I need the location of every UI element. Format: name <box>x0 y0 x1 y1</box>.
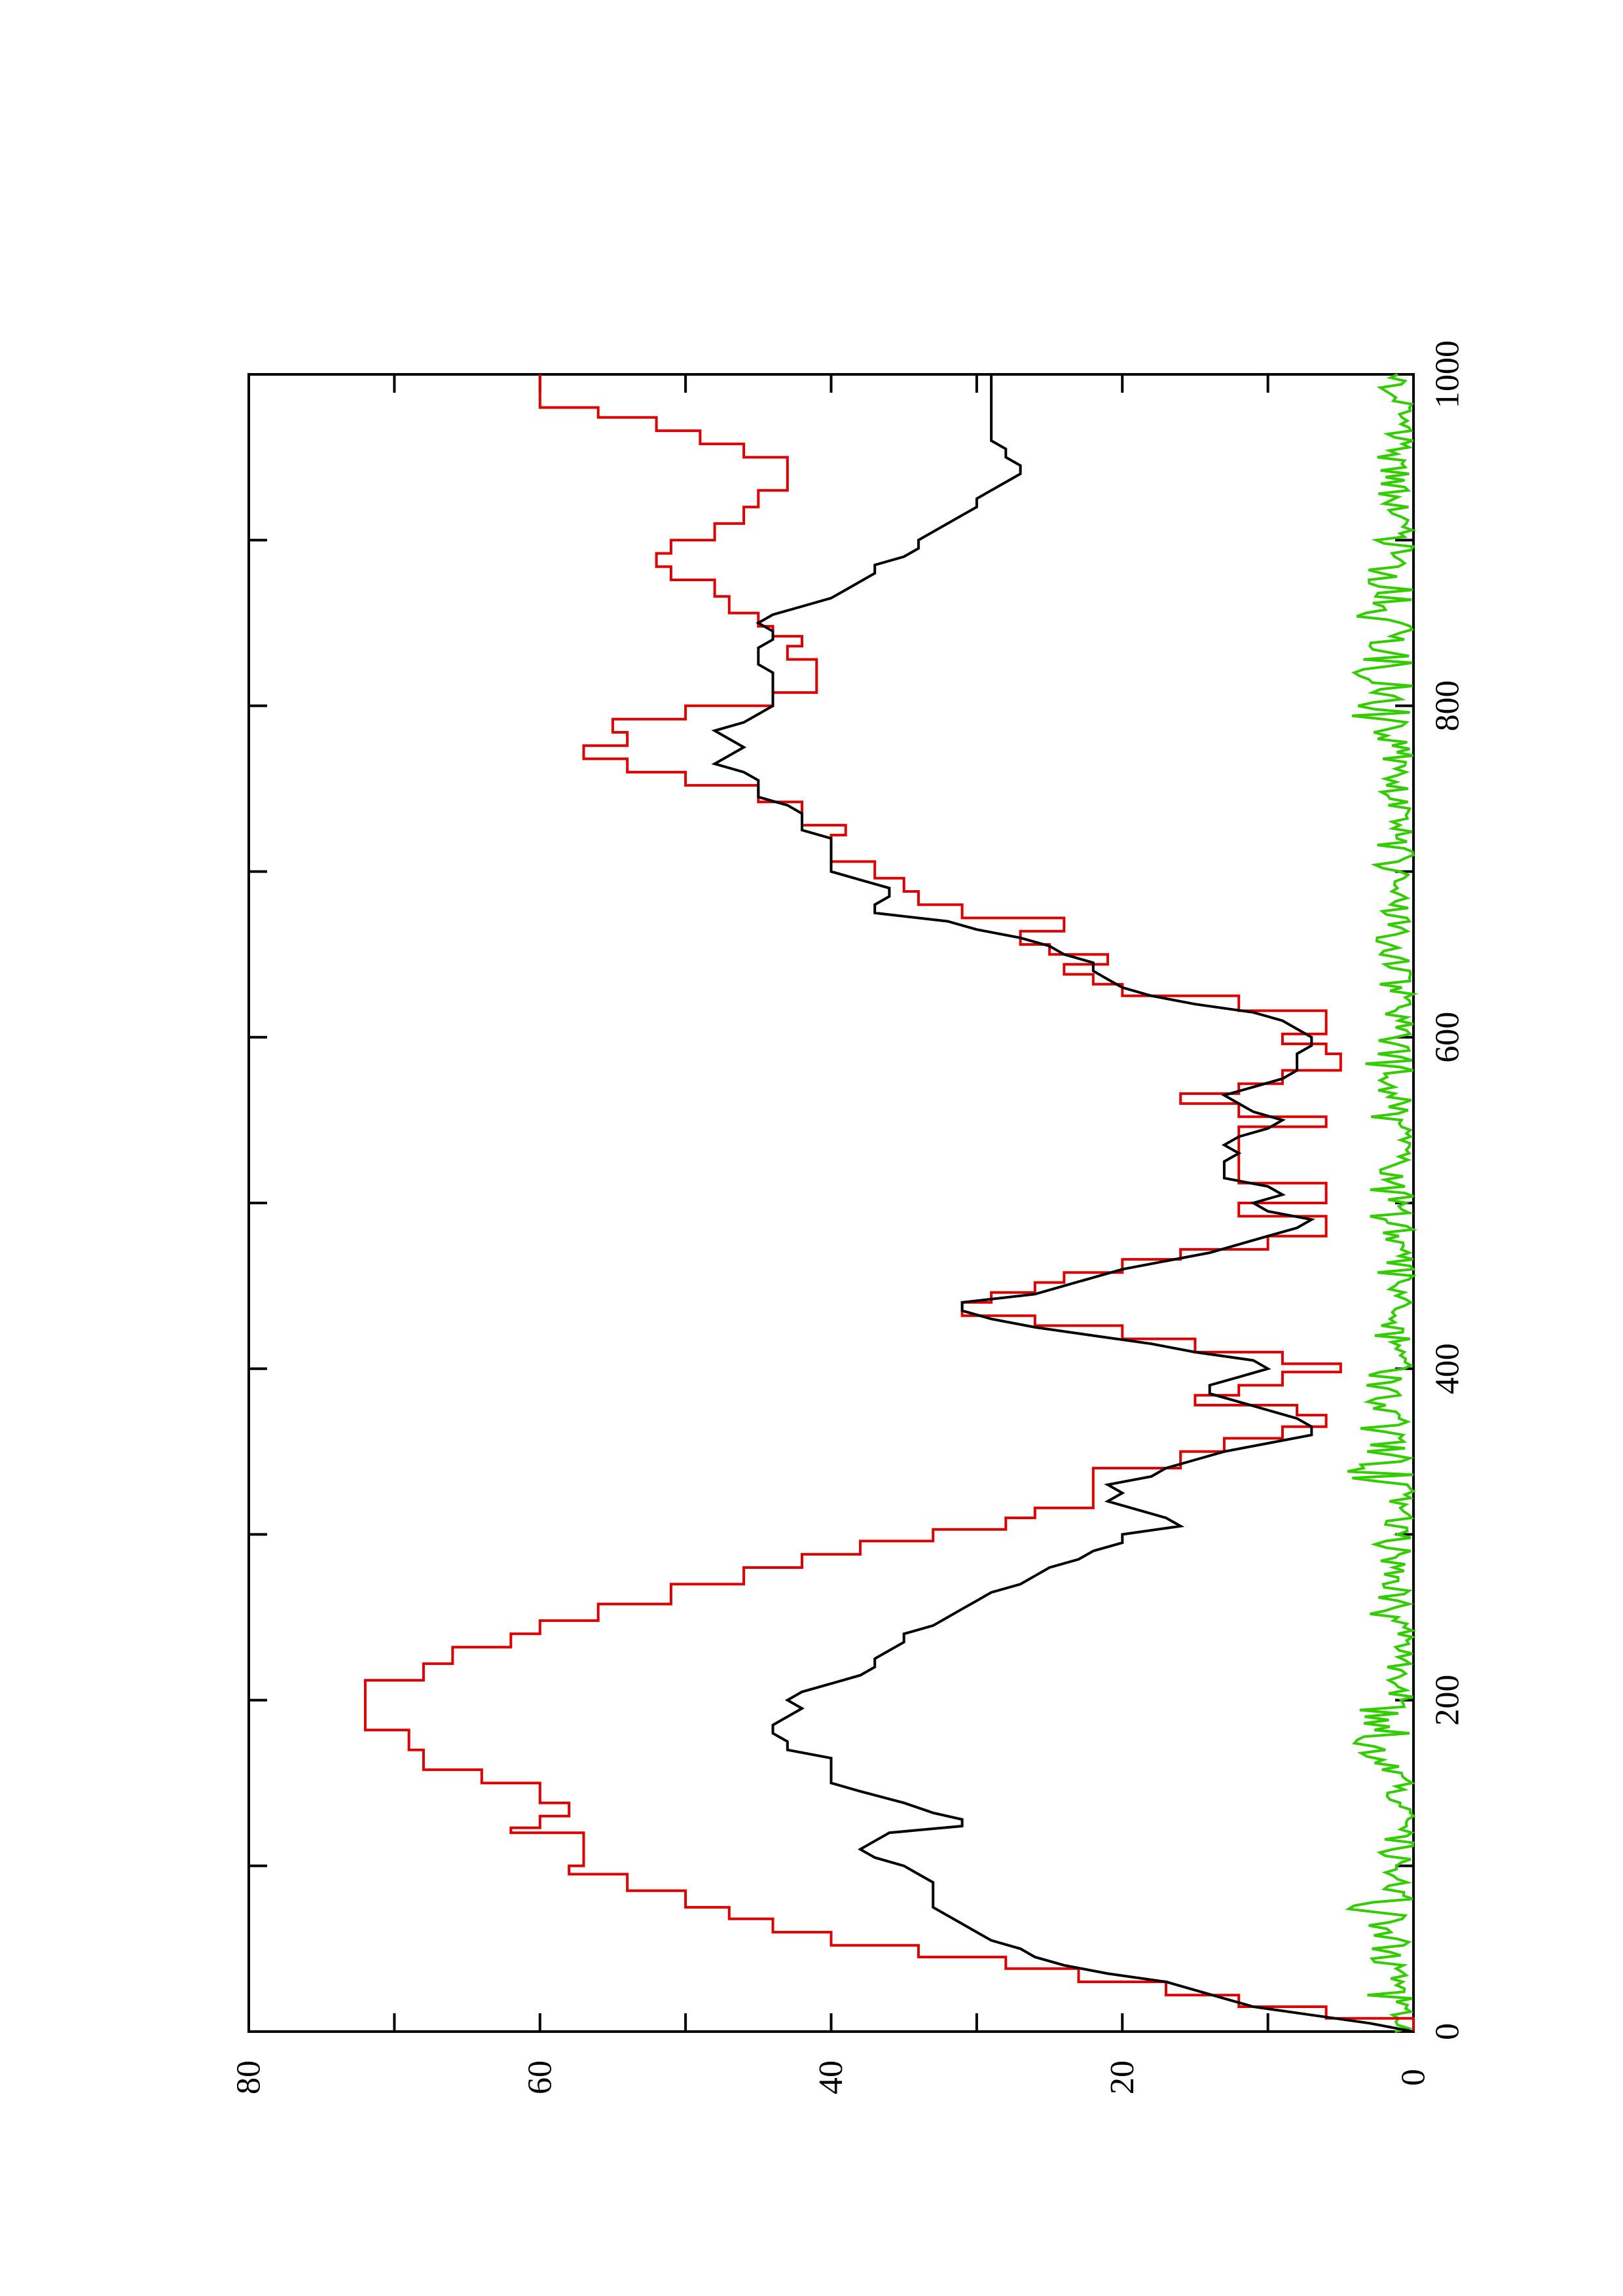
y-tick-label: 40 <box>812 2060 850 2094</box>
series-layer <box>363 373 1419 2033</box>
y-tick-label: 20 <box>1104 2060 1141 2094</box>
series-red-line <box>363 374 1415 2032</box>
y-tick-label: 0 <box>1395 2069 1432 2086</box>
x-tick-label: 1000 <box>1429 340 1467 408</box>
x-tick-label: 0 <box>1429 2023 1467 2040</box>
x-tick-label: 800 <box>1429 680 1467 731</box>
x-tick-label: 600 <box>1429 1012 1467 1063</box>
y-tick-label: 80 <box>230 2060 268 2094</box>
x-tick-label: 200 <box>1429 1675 1467 1726</box>
axis-ticks <box>247 373 1415 2033</box>
series-green-line <box>1345 373 1419 2033</box>
axis-tick-labels: 0 200 400 600 800 1000 0 20 40 60 80 <box>230 340 1467 2094</box>
x-tick-label: 400 <box>1429 1343 1467 1394</box>
series-black-line <box>711 374 1414 2033</box>
y-tick-label: 60 <box>521 2060 558 2094</box>
